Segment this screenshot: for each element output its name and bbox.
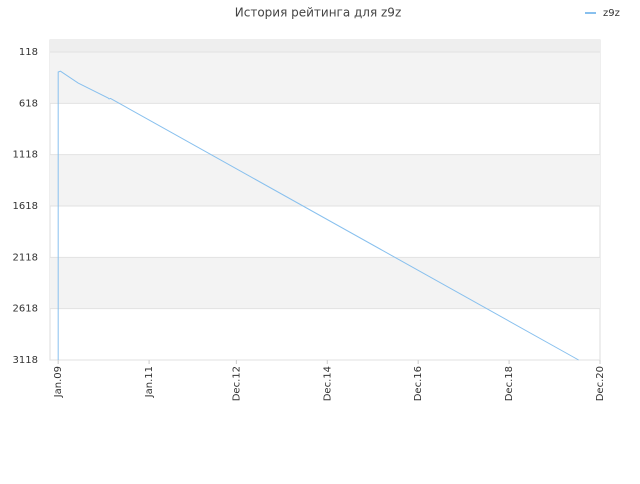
y-tick-label: 2118 [13, 252, 38, 263]
x-tick-label: Dec.16 [413, 366, 424, 401]
x-tick-label: Dec.20 [595, 366, 606, 401]
x-tick-label: Jan.09 [53, 366, 64, 398]
y-tick-label: 3118 [13, 355, 38, 366]
chart-title: История рейтинга для z9z [235, 6, 402, 20]
x-tick-label: Jan.11 [144, 366, 155, 398]
top-band [50, 40, 600, 53]
y-tick-label: 118 [19, 47, 38, 58]
x-tick-label: Dec.14 [322, 366, 333, 401]
y-tick-label: 1118 [13, 150, 38, 161]
x-tick-label: Dec.12 [231, 366, 242, 401]
grid-band [50, 257, 600, 309]
y-tick-label: 618 [19, 98, 38, 109]
y-tick-label: 1618 [13, 201, 38, 212]
grid-band [50, 52, 600, 104]
y-tick-label: 2618 [13, 304, 38, 315]
x-tick-label: Dec.18 [504, 366, 515, 401]
line [57, 70, 579, 361]
grid-band [50, 154, 600, 207]
legend-label: z9z [603, 8, 620, 19]
